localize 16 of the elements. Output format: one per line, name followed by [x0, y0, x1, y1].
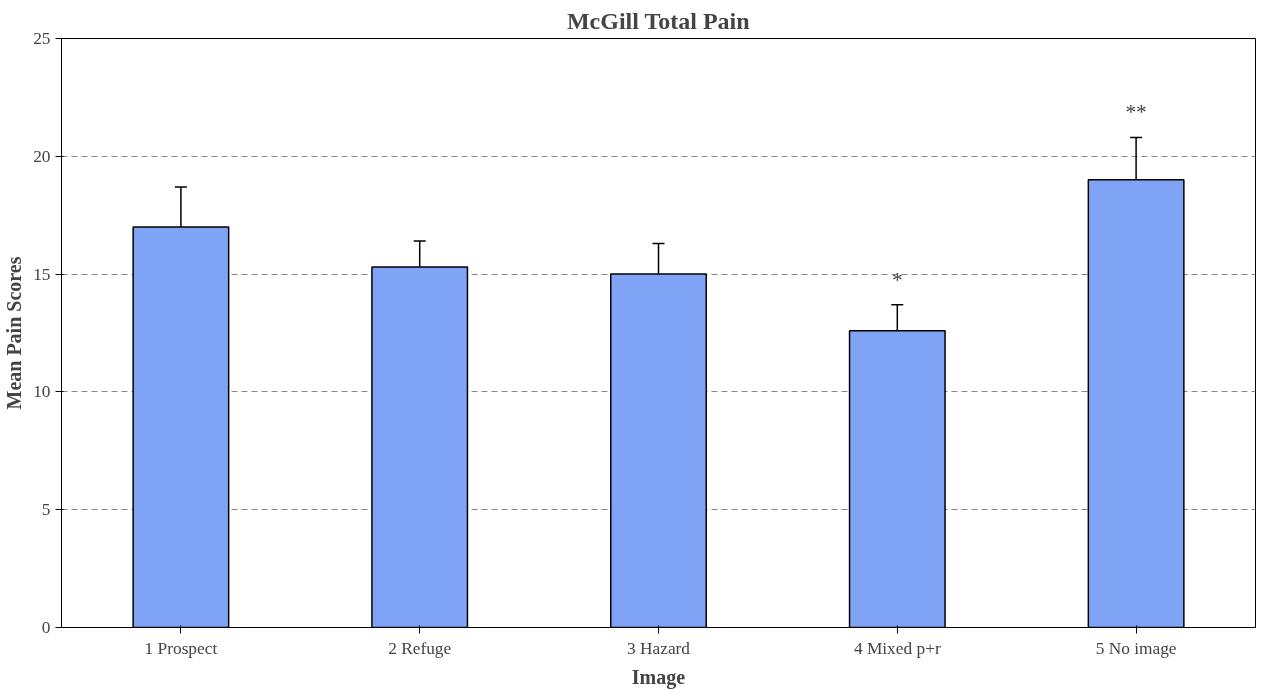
chart-title: McGill Total Pain — [566, 7, 750, 34]
x-axis-title: Image — [631, 665, 686, 689]
y-tick-label: 0 — [41, 618, 51, 637]
x-tick-label: 3 Hazard — [626, 638, 691, 658]
y-tick-label: 20 — [33, 146, 51, 166]
y-tick-label: 15 — [33, 264, 51, 284]
y-tick-label: 25 — [33, 29, 51, 48]
x-tick-label: 4 Mixed p+r — [853, 638, 941, 658]
y-tick-label: 10 — [33, 382, 51, 402]
y-axis-title: Mean Pain Scores — [3, 256, 26, 410]
x-tick-label: 2 Refuge — [388, 638, 452, 658]
y-tick-label: 5 — [41, 500, 51, 520]
annotation: * — [891, 267, 903, 292]
x-tick-label: 5 No image — [1095, 638, 1177, 658]
x-tick-label: 1 Prospect — [144, 638, 218, 658]
annotation: ** — [1125, 100, 1147, 125]
